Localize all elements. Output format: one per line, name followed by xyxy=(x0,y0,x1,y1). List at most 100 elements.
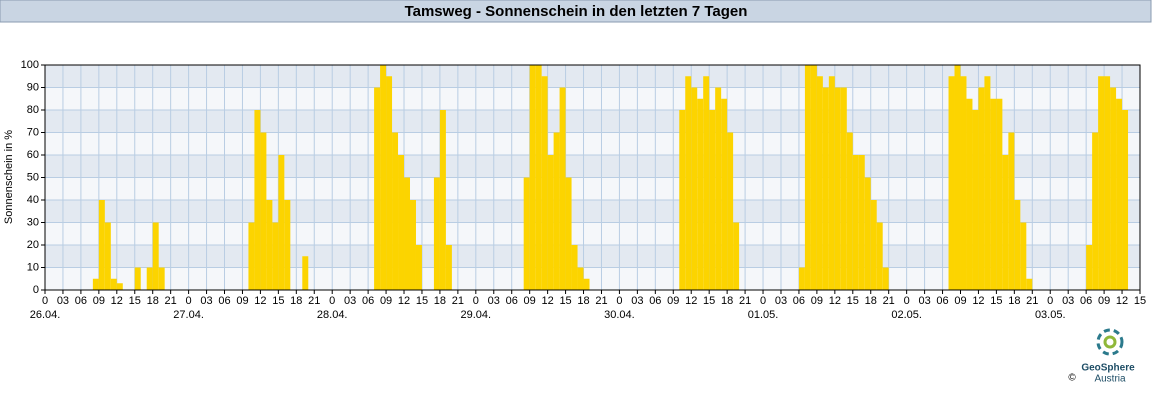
copyright: © xyxy=(1068,373,1076,384)
y-tick-label: 40 xyxy=(27,194,39,206)
y-tick-label: 30 xyxy=(27,216,39,228)
x-tick-label: 06 xyxy=(649,295,661,307)
bar xyxy=(541,76,548,290)
bar xyxy=(415,245,422,290)
date-label: 03.05. xyxy=(1035,309,1066,321)
bar xyxy=(703,76,710,290)
bar xyxy=(960,76,967,290)
x-tick-label: 06 xyxy=(506,295,518,307)
x-tick-label: 21 xyxy=(308,295,320,307)
x-tick-label: 0 xyxy=(329,295,335,307)
logo-sub: Austria xyxy=(1094,374,1126,385)
x-tick-label: 12 xyxy=(111,295,123,307)
date-label: 30.04. xyxy=(604,309,635,321)
date-label: 02.05. xyxy=(891,309,922,321)
logo-mark xyxy=(1096,328,1124,356)
bar xyxy=(1098,76,1105,290)
bar xyxy=(1110,87,1117,290)
bar xyxy=(727,132,734,290)
bar xyxy=(374,87,381,290)
date-label: 26.04. xyxy=(30,309,61,321)
logo: GeoSphere © Austria xyxy=(1068,328,1135,385)
bar xyxy=(110,278,117,290)
bar xyxy=(98,200,105,290)
y-axis-label: Sonnenschein in % xyxy=(3,130,15,224)
bar xyxy=(679,110,686,290)
bar xyxy=(966,98,973,290)
x-tick-label: 09 xyxy=(380,295,392,307)
bar xyxy=(864,177,871,290)
bar xyxy=(996,98,1003,290)
x-tick-label: 15 xyxy=(847,295,859,307)
y-tick-label: 0 xyxy=(33,284,39,296)
x-tick-label: 12 xyxy=(685,295,697,307)
y-tick-label: 100 xyxy=(21,59,39,71)
bar xyxy=(104,222,111,290)
y-tick-label: 50 xyxy=(27,171,39,183)
x-tick-label: 21 xyxy=(595,295,607,307)
bar xyxy=(433,177,440,290)
x-tick-label: 18 xyxy=(434,295,446,307)
bar xyxy=(380,65,387,290)
bar xyxy=(386,76,393,290)
bar xyxy=(948,76,955,290)
plot-band xyxy=(45,87,1140,110)
x-tick-label: 06 xyxy=(218,295,230,307)
x-tick-label: 0 xyxy=(42,295,48,307)
x-tick-label: 06 xyxy=(936,295,948,307)
bar xyxy=(559,87,566,290)
x-tick-label: 21 xyxy=(452,295,464,307)
bar xyxy=(1014,200,1021,290)
bar xyxy=(828,76,835,290)
x-tick-label: 09 xyxy=(93,295,105,307)
date-label: 29.04. xyxy=(461,309,492,321)
x-tick-label: 03 xyxy=(57,295,69,307)
x-tick-label: 12 xyxy=(829,295,841,307)
y-tick-label: 10 xyxy=(27,261,39,273)
x-tick-label: 03 xyxy=(488,295,500,307)
bar xyxy=(439,110,446,290)
x-tick-label: 0 xyxy=(473,295,479,307)
x-tick-label: 03 xyxy=(631,295,643,307)
bar xyxy=(392,132,399,290)
bar xyxy=(116,283,123,290)
bar xyxy=(834,87,841,290)
x-tick-label: 03 xyxy=(1062,295,1074,307)
bar xyxy=(846,132,853,290)
bar xyxy=(1008,132,1015,290)
bar xyxy=(978,87,985,290)
bar xyxy=(152,222,159,290)
bar xyxy=(529,65,536,290)
plot-band xyxy=(45,132,1140,155)
x-tick-label: 09 xyxy=(524,295,536,307)
x-tick-label: 0 xyxy=(760,295,766,307)
x-tick-label: 18 xyxy=(147,295,159,307)
x-tick-label: 15 xyxy=(272,295,284,307)
x-tick-label: 18 xyxy=(290,295,302,307)
bar xyxy=(565,177,572,290)
bar xyxy=(697,98,704,290)
bar xyxy=(146,267,153,290)
x-tick-label: 06 xyxy=(793,295,805,307)
x-tick-label: 09 xyxy=(954,295,966,307)
bar xyxy=(798,267,805,290)
bar xyxy=(840,87,847,290)
x-tick-label: 0 xyxy=(186,295,192,307)
y-tick-label: 20 xyxy=(27,239,39,251)
bar xyxy=(882,267,889,290)
x-tick-label: 18 xyxy=(577,295,589,307)
bar xyxy=(870,200,877,290)
x-tick-label: 15 xyxy=(559,295,571,307)
bar xyxy=(547,155,554,290)
bar xyxy=(445,245,452,290)
bar xyxy=(858,155,865,290)
logo-mark xyxy=(1103,335,1117,349)
bar xyxy=(721,98,728,290)
x-tick-label: 03 xyxy=(200,295,212,307)
bar xyxy=(715,87,722,290)
x-tick-label: 12 xyxy=(398,295,410,307)
date-label: 01.05. xyxy=(748,309,779,321)
x-tick-label: 18 xyxy=(1008,295,1020,307)
bar xyxy=(523,177,530,290)
bar xyxy=(535,65,542,290)
